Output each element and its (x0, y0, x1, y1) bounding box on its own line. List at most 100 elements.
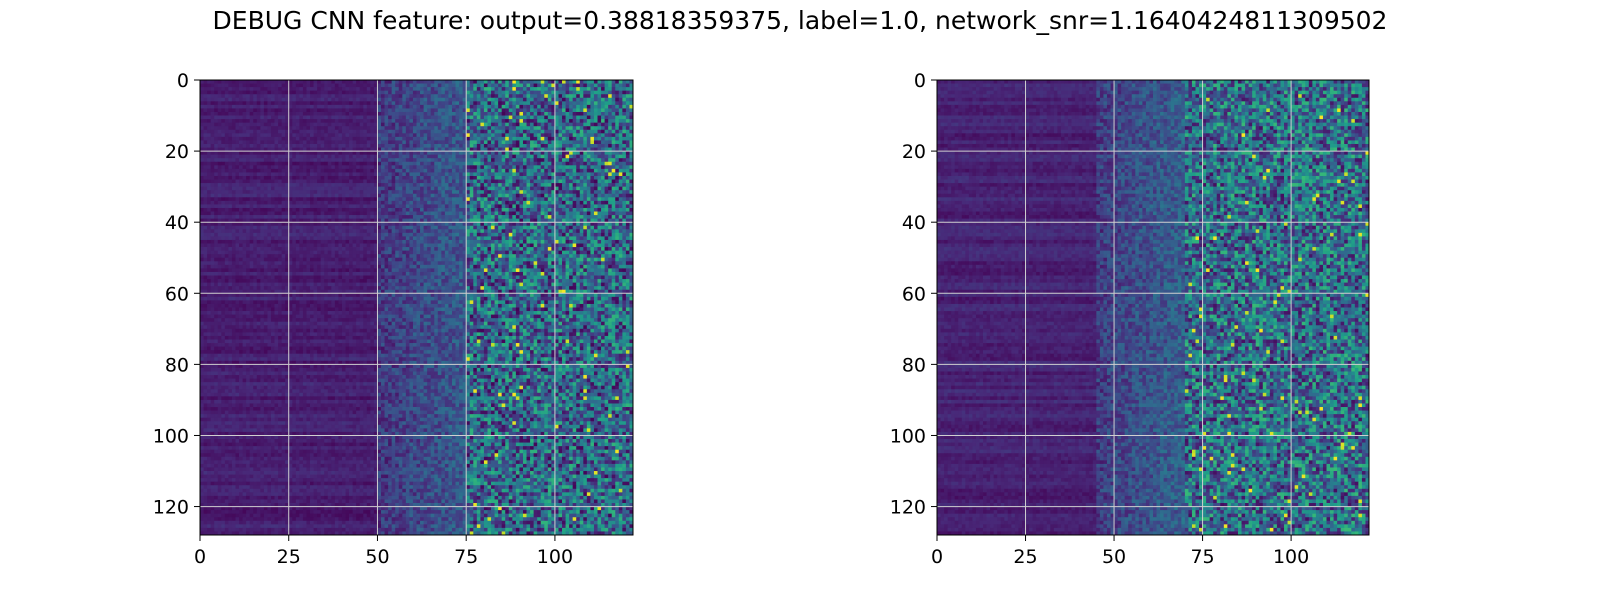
heatmap-cell (381, 104, 385, 109)
heatmap-cell (263, 179, 268, 184)
heatmap-cell (228, 151, 233, 156)
heatmap-cell (203, 80, 208, 84)
heatmap-cell (338, 147, 343, 152)
heatmap-cell (512, 197, 517, 202)
heatmap-cell (569, 161, 574, 166)
heatmap-cell (409, 104, 414, 109)
heatmap-cell (302, 143, 307, 148)
heatmap-cell (359, 97, 364, 102)
heatmap-cell (217, 80, 222, 84)
heatmap-cell (554, 80, 559, 84)
heatmap-cell (395, 147, 400, 152)
heatmap-cell (455, 190, 460, 195)
heatmap-cell (381, 126, 385, 131)
heatmap-cell (221, 172, 226, 177)
heatmap-cell (466, 172, 471, 177)
heatmap-cell (597, 190, 602, 195)
heatmap-cell (530, 94, 535, 99)
heatmap-cell (288, 129, 293, 134)
heatmap-cell (554, 200, 559, 205)
heatmap-cell (572, 90, 577, 95)
heatmap-cell (423, 200, 428, 205)
heatmap-cell (544, 193, 549, 198)
heatmap-cell (579, 175, 584, 180)
heatmap-cell (551, 204, 556, 209)
heatmap-cell (608, 143, 613, 148)
heatmap-cell (327, 186, 332, 191)
heatmap-cell (611, 215, 616, 220)
heatmap-cell (274, 133, 279, 138)
heatmap-cell (459, 151, 464, 156)
heatmap-cell (444, 186, 449, 191)
heatmap-cell (572, 215, 577, 220)
heatmap-cell (466, 186, 471, 191)
heatmap-cell (604, 97, 609, 102)
heatmap-cell (221, 111, 226, 116)
heatmap-cell (263, 168, 268, 173)
heatmap-cell (306, 143, 311, 148)
heatmap-cell (423, 204, 428, 209)
heatmap-cell (586, 111, 591, 116)
heatmap-cell (200, 168, 204, 173)
heatmap-cell (384, 87, 389, 92)
heatmap-cell (310, 111, 314, 116)
heatmap-cell (597, 101, 602, 106)
heatmap-cell (395, 101, 400, 106)
heatmap-cell (231, 151, 236, 156)
heatmap-cell (331, 101, 336, 106)
heatmap-cell (260, 94, 265, 99)
heatmap-cell (427, 90, 432, 95)
heatmap-cell (558, 143, 563, 148)
heatmap-cell (459, 183, 464, 188)
heatmap-cell (260, 215, 265, 220)
heatmap-cell (586, 190, 591, 195)
heatmap-cell (430, 183, 435, 188)
heatmap-cell (405, 147, 410, 152)
heatmap-cell (423, 161, 428, 166)
heatmap-cell (437, 122, 442, 127)
heatmap-cell (320, 222, 325, 227)
heatmap-cell (625, 94, 630, 99)
heatmap-cell (615, 147, 620, 152)
heatmap-cell (270, 115, 275, 120)
heatmap-cell (615, 158, 620, 163)
heatmap-cell (604, 158, 609, 163)
heatmap-cell (629, 122, 634, 127)
heatmap-cell (210, 190, 215, 195)
heatmap-cell (373, 158, 378, 163)
heatmap-cell (522, 190, 527, 195)
heatmap-cell (324, 211, 329, 216)
heatmap-cell (373, 151, 378, 156)
heatmap-cell (473, 158, 478, 163)
heatmap-cell (448, 104, 453, 109)
heatmap-cell (235, 87, 240, 92)
heatmap-cell (217, 90, 222, 95)
heatmap-cell (224, 90, 229, 95)
heatmap-cell (331, 136, 336, 141)
heatmap-cell (622, 87, 627, 92)
heatmap-cell (246, 111, 251, 116)
heatmap-cell (601, 200, 606, 205)
heatmap-cell (324, 151, 329, 156)
heatmap-cell (583, 111, 588, 116)
heatmap-cell (270, 94, 275, 99)
heatmap-cell (451, 83, 456, 88)
heatmap-cell (253, 87, 258, 92)
heatmap-cell (263, 154, 268, 159)
heatmap-cell (302, 197, 307, 202)
heatmap-cell (356, 143, 361, 148)
heatmap-cell (515, 183, 520, 188)
heatmap-cell (522, 193, 527, 198)
heatmap-cell (388, 87, 393, 92)
heatmap-cell (423, 175, 428, 180)
heatmap-cell (384, 193, 389, 198)
heatmap-cell (285, 129, 290, 134)
heatmap-cell (615, 126, 620, 131)
heatmap-cell (334, 140, 339, 145)
heatmap-cell (483, 90, 488, 95)
heatmap-cell (409, 175, 414, 180)
heatmap-cell (317, 115, 322, 120)
heatmap-cell (558, 80, 563, 84)
heatmap-cell (203, 129, 208, 134)
heatmap-cell (547, 104, 552, 109)
